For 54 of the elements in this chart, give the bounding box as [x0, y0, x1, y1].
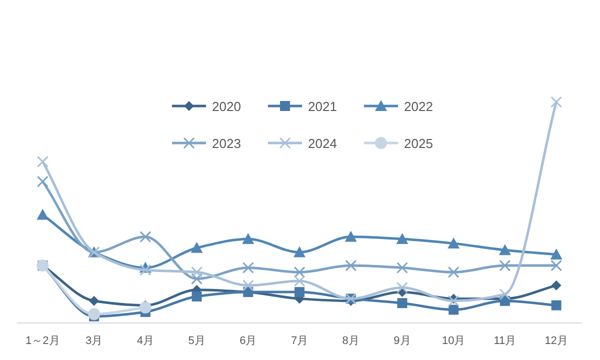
point [550, 96, 562, 108]
x-tick-label: 3月 [85, 335, 103, 347]
legend-label: 2022 [404, 99, 433, 114]
point [192, 291, 202, 302]
point [242, 233, 254, 244]
point [89, 296, 100, 306]
point [140, 264, 152, 276]
point [294, 287, 304, 298]
point [499, 288, 511, 300]
point [344, 230, 357, 242]
point [448, 237, 460, 248]
point [448, 304, 459, 315]
point [396, 233, 408, 244]
x-tick-label: 1～2月 [26, 335, 60, 347]
point [191, 273, 203, 285]
point [448, 295, 460, 307]
point [139, 302, 152, 314]
x-tick-label: 5月 [188, 335, 206, 347]
point [550, 260, 562, 272]
point [396, 262, 408, 274]
legend-label: 2020 [212, 99, 241, 114]
point [551, 300, 562, 310]
point [88, 308, 100, 320]
x-tick-label: 4月 [136, 335, 154, 347]
point [550, 248, 562, 260]
legend-label: 2024 [308, 136, 337, 151]
point [498, 244, 511, 256]
point [140, 231, 152, 243]
point [448, 266, 460, 278]
legend-label: 2021 [308, 99, 337, 114]
point [294, 266, 306, 278]
point [36, 156, 48, 168]
point [294, 275, 306, 287]
point [551, 280, 562, 290]
point [36, 208, 49, 220]
point [190, 242, 203, 253]
point [242, 262, 254, 274]
point [499, 260, 511, 272]
point [294, 246, 306, 258]
legend-label: 2023 [212, 136, 241, 151]
x-tick-label: 8月 [342, 335, 360, 347]
x-tick-label: 12月 [544, 335, 568, 347]
x-tick-label: 11月 [494, 335, 516, 347]
x-tick-label: 9月 [394, 335, 411, 347]
point [345, 260, 357, 272]
point [191, 266, 203, 278]
x-tick-label: 6月 [240, 335, 257, 347]
legend-label: 2025 [404, 136, 433, 151]
x-tick-label: 7月 [290, 335, 308, 347]
point [396, 282, 408, 294]
point [36, 176, 48, 188]
point [242, 280, 254, 292]
x-tick-label: 10月 [442, 335, 466, 347]
point [397, 298, 408, 308]
